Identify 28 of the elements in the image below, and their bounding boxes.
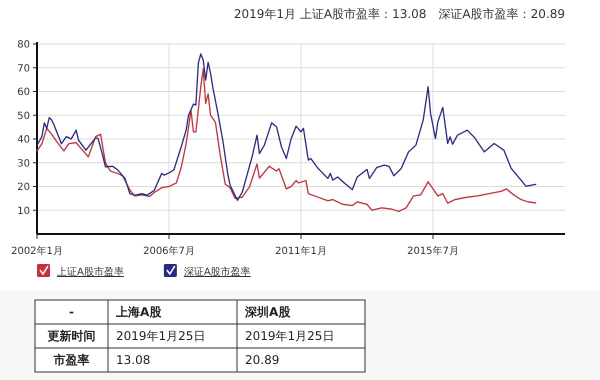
- x-tick-label: 2006年7月: [143, 245, 195, 257]
- y-tick-label: 10: [17, 206, 30, 217]
- text: 市盈率: [52, 353, 90, 367]
- text: -: [69, 305, 74, 319]
- text: 2019年1月25日: [116, 329, 206, 343]
- x-tick-label: 2015年7月: [407, 245, 459, 257]
- y-tick-label: 60: [17, 87, 30, 98]
- text: 2019年1月25日: [245, 329, 334, 343]
- legend-item: 深证A股市盈率: [164, 264, 251, 278]
- text: 深圳A股: [244, 305, 292, 319]
- text: 更新时间: [48, 329, 96, 343]
- x-tick-label: 2011年1月: [275, 245, 327, 257]
- x-tick-label: 2002年1月: [11, 245, 63, 257]
- y-tick-label: 80: [17, 40, 30, 50]
- legend-label: 深证A股市盈率: [184, 266, 251, 278]
- legend-item: 上证A股市盈率: [37, 264, 124, 278]
- y-tick-label: 30: [17, 158, 30, 170]
- y-tick-label: 50: [17, 110, 30, 122]
- text: 20.89: [245, 353, 280, 367]
- line-series: [36, 53, 536, 201]
- text: 13.08: [116, 353, 150, 367]
- y-tick-label: 20: [17, 182, 30, 193]
- y-tick-label: 70: [17, 63, 30, 74]
- line-series: [36, 68, 536, 212]
- y-tick-label: 40: [17, 134, 30, 146]
- chart-title: 2019年1月 上证A股市盈率：13.08 深证A股市盈率：20.89: [234, 7, 565, 21]
- text: 上海A股: [115, 305, 162, 319]
- legend-label: 上证A股市盈率: [57, 266, 124, 278]
